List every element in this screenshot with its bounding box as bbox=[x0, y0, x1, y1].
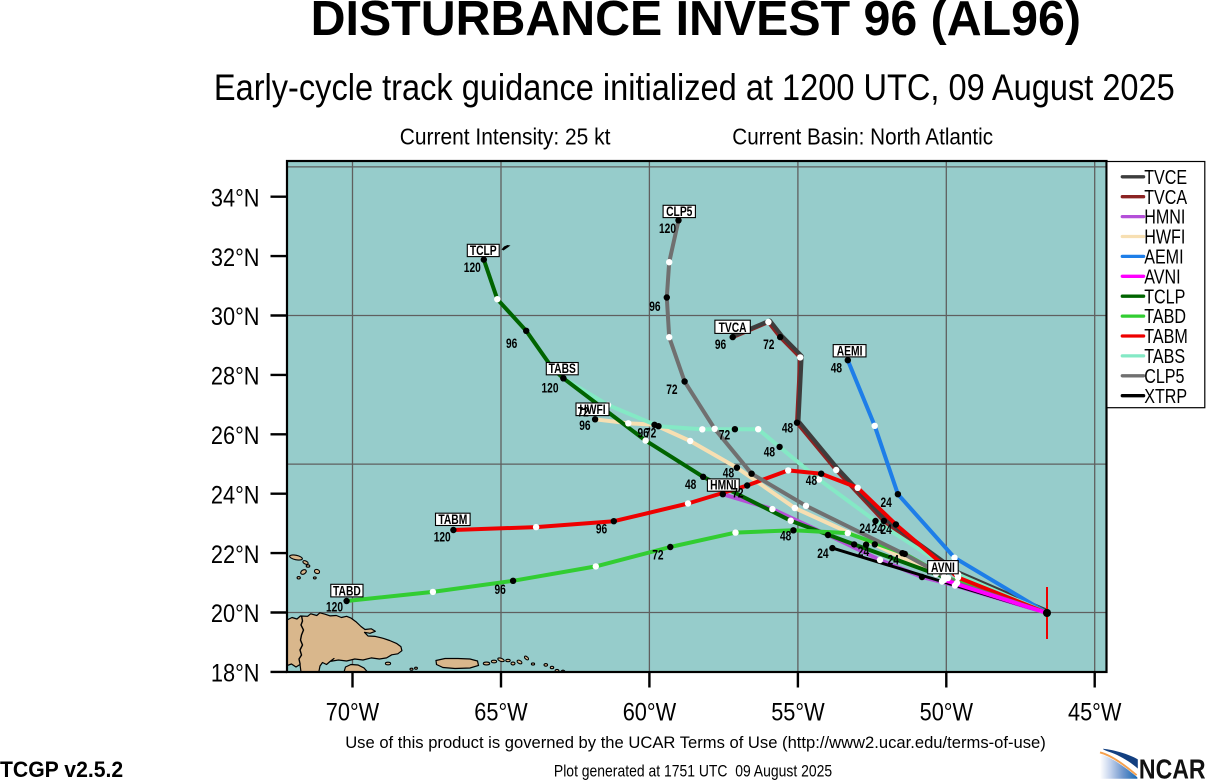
svg-text:TVCA: TVCA bbox=[719, 319, 747, 335]
svg-text:48: 48 bbox=[764, 444, 776, 460]
svg-text:TCLP: TCLP bbox=[470, 242, 497, 258]
svg-text:24: 24 bbox=[858, 544, 870, 560]
svg-text:30°N: 30°N bbox=[211, 303, 260, 331]
svg-text:72: 72 bbox=[763, 337, 775, 353]
svg-text:96: 96 bbox=[506, 336, 518, 352]
svg-text:AVNI: AVNI bbox=[1144, 264, 1180, 287]
svg-text:Early-cycle track guidance ini: Early-cycle track guidance initialized a… bbox=[214, 67, 1175, 108]
svg-text:AVNI: AVNI bbox=[931, 560, 955, 576]
svg-text:Current Basin: North Atlantic: Current Basin: North Atlantic bbox=[732, 124, 993, 150]
svg-text:HWFI: HWFI bbox=[579, 401, 605, 417]
svg-text:TVCE: TVCE bbox=[1144, 165, 1187, 188]
svg-text:48: 48 bbox=[780, 528, 792, 544]
svg-text:TCLP: TCLP bbox=[1144, 284, 1185, 307]
svg-text:AEMI: AEMI bbox=[1144, 245, 1183, 268]
svg-text:22°N: 22°N bbox=[211, 540, 260, 568]
svg-text:96: 96 bbox=[638, 425, 650, 441]
svg-text:120: 120 bbox=[434, 529, 451, 545]
svg-text:48: 48 bbox=[782, 420, 794, 436]
svg-text:TABS: TABS bbox=[1144, 344, 1185, 367]
svg-text:TCGP v2.5.2: TCGP v2.5.2 bbox=[0, 756, 123, 780]
svg-text:TVCA: TVCA bbox=[1144, 185, 1188, 208]
svg-text:24: 24 bbox=[881, 522, 893, 538]
svg-text:96: 96 bbox=[649, 299, 661, 315]
svg-text:24: 24 bbox=[872, 521, 884, 537]
svg-text:Use of this product is governe: Use of this product is governed by the U… bbox=[345, 733, 1046, 752]
svg-text:120: 120 bbox=[326, 599, 343, 615]
svg-text:96: 96 bbox=[495, 582, 507, 598]
svg-text:72: 72 bbox=[666, 382, 678, 398]
svg-text:24°N: 24°N bbox=[211, 481, 260, 509]
svg-text:CLP5: CLP5 bbox=[666, 203, 692, 219]
svg-text:96: 96 bbox=[596, 521, 608, 537]
svg-text:32°N: 32°N bbox=[211, 243, 260, 271]
svg-text:120: 120 bbox=[659, 221, 676, 237]
svg-text:26°N: 26°N bbox=[211, 421, 260, 449]
svg-text:HMNI: HMNI bbox=[710, 477, 736, 493]
svg-text:HMNI: HMNI bbox=[1144, 205, 1185, 228]
svg-text:65°W: 65°W bbox=[474, 698, 528, 726]
svg-text:48: 48 bbox=[806, 473, 818, 489]
svg-text:120: 120 bbox=[542, 380, 559, 396]
svg-text:72: 72 bbox=[719, 427, 731, 443]
svg-text:24: 24 bbox=[881, 495, 893, 511]
svg-text:Plot generated at 1751 UTC 09: Plot generated at 1751 UTC 09 August 202… bbox=[554, 762, 832, 780]
svg-text:XTRP: XTRP bbox=[1144, 384, 1187, 407]
svg-text:NCAR: NCAR bbox=[1139, 755, 1206, 780]
svg-text:TABM: TABM bbox=[1144, 324, 1188, 347]
svg-text:48: 48 bbox=[831, 360, 843, 376]
svg-text:18°N: 18°N bbox=[211, 659, 260, 687]
svg-text:34°N: 34°N bbox=[211, 184, 260, 212]
svg-text:70°W: 70°W bbox=[326, 698, 380, 726]
svg-text:60°W: 60°W bbox=[623, 698, 677, 726]
svg-text:48: 48 bbox=[723, 465, 735, 481]
svg-text:HWFI: HWFI bbox=[1144, 225, 1185, 248]
svg-text:Current Intensity: 25 kt: Current Intensity: 25 kt bbox=[400, 124, 611, 150]
svg-text:72: 72 bbox=[732, 485, 744, 501]
svg-text:24: 24 bbox=[817, 546, 829, 562]
svg-text:TABS: TABS bbox=[549, 361, 576, 377]
svg-text:24: 24 bbox=[859, 521, 871, 537]
svg-text:96: 96 bbox=[715, 337, 727, 353]
svg-text:120: 120 bbox=[464, 260, 481, 276]
svg-text:50°W: 50°W bbox=[920, 698, 974, 726]
svg-text:TABD: TABD bbox=[333, 583, 361, 599]
svg-text:72: 72 bbox=[645, 425, 657, 441]
svg-text:TABM: TABM bbox=[438, 511, 467, 527]
svg-text:CLP5: CLP5 bbox=[1144, 364, 1184, 387]
svg-text:DISTURBANCE INVEST 96 (AL96): DISTURBANCE INVEST 96 (AL96) bbox=[311, 0, 1081, 46]
svg-text:28°N: 28°N bbox=[211, 362, 260, 390]
svg-text:96: 96 bbox=[579, 418, 591, 434]
svg-text:AEMI: AEMI bbox=[837, 343, 863, 359]
svg-text:55°W: 55°W bbox=[771, 698, 825, 726]
svg-text:20°N: 20°N bbox=[211, 600, 260, 628]
svg-text:72: 72 bbox=[578, 404, 590, 420]
svg-text:48: 48 bbox=[685, 477, 697, 493]
svg-text:24: 24 bbox=[888, 552, 900, 568]
svg-text:72: 72 bbox=[652, 547, 664, 563]
svg-text:45°W: 45°W bbox=[1068, 698, 1122, 726]
svg-text:TABD: TABD bbox=[1144, 304, 1186, 327]
